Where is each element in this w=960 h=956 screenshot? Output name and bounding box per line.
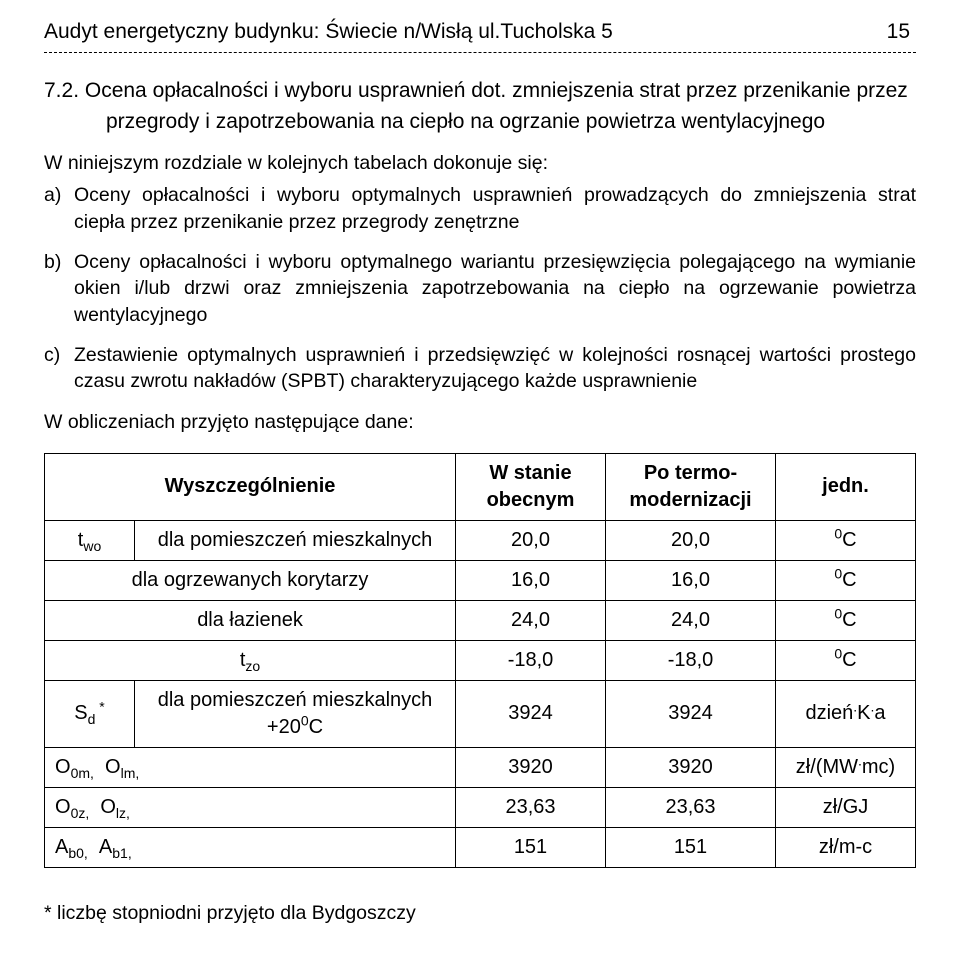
cell-unit: zł/(MW.mc) xyxy=(776,747,916,787)
page-number: 15 xyxy=(887,18,916,46)
cell-symbol: two xyxy=(45,520,135,560)
section-heading: 7.2. Ocena opłacalności i wyboru usprawn… xyxy=(44,77,916,105)
cell-unit: 0C xyxy=(776,640,916,680)
cell-value-after: 20,0 xyxy=(606,520,776,560)
cell-value-current: 24,0 xyxy=(456,600,606,640)
list-marker: c) xyxy=(44,342,74,395)
table-row: dla łazienek24,024,00C xyxy=(45,600,916,640)
th-jedn: jedn. xyxy=(776,453,916,520)
cell-symbol: O0m, Olm, xyxy=(45,747,456,787)
header-rule xyxy=(44,52,916,53)
cell-value-current: 3924 xyxy=(456,680,606,747)
list-marker: a) xyxy=(44,182,74,235)
cell-value-after: 16,0 xyxy=(606,560,776,600)
cell-desc: tzo xyxy=(45,640,456,680)
cell-symbol: Ab0, Ab1, xyxy=(45,827,456,867)
cell-value-current: 23,63 xyxy=(456,787,606,827)
cell-unit: 0C xyxy=(776,600,916,640)
table-row: O0z, Olz,23,6323,63zł/GJ xyxy=(45,787,916,827)
list-text: Oceny opłacalności i wyboru optymalnych … xyxy=(74,182,916,235)
list-item: a) Oceny opłacalności i wyboru optymalny… xyxy=(44,182,916,235)
list-item: c) Zestawienie optymalnych usprawnień i … xyxy=(44,342,916,395)
data-table: Wyszczególnienie W stanie obecnym Po ter… xyxy=(44,453,916,868)
cell-unit: zł/GJ xyxy=(776,787,916,827)
cell-value-current: 20,0 xyxy=(456,520,606,560)
cell-desc: dla ogrzewanych korytarzy xyxy=(45,560,456,600)
table-row: dla ogrzewanych korytarzy16,016,00C xyxy=(45,560,916,600)
table-row: twodla pomieszczeń mieszkalnych20,020,00… xyxy=(45,520,916,560)
table-header-row: Wyszczególnienie W stanie obecnym Po ter… xyxy=(45,453,916,520)
table-body: twodla pomieszczeń mieszkalnych20,020,00… xyxy=(45,520,916,867)
section-intro: W niniejszym rozdziale w kolejnych tabel… xyxy=(44,150,916,176)
cell-value-after: -18,0 xyxy=(606,640,776,680)
cell-value-after: 23,63 xyxy=(606,787,776,827)
cell-value-current: 16,0 xyxy=(456,560,606,600)
th-po-termo: Po termo- modernizacji xyxy=(606,453,776,520)
cell-value-current: 151 xyxy=(456,827,606,867)
list-text: Zestawienie optymalnych usprawnień i prz… xyxy=(74,342,916,395)
list-item: b) Oceny opłacalności i wyboru optymalne… xyxy=(44,249,916,328)
table-row: Sd *dla pomieszczeń mieszkalnych +200C39… xyxy=(45,680,916,747)
table-row: Ab0, Ab1,151151zł/m-c xyxy=(45,827,916,867)
cell-value-current: -18,0 xyxy=(456,640,606,680)
cell-unit: 0C xyxy=(776,520,916,560)
list-text: Oceny opłacalności i wyboru optymalnego … xyxy=(74,249,916,328)
list-marker: b) xyxy=(44,249,74,328)
cell-unit: 0C xyxy=(776,560,916,600)
cell-value-after: 24,0 xyxy=(606,600,776,640)
th-wyszczegolnienie: Wyszczególnienie xyxy=(45,453,456,520)
cell-desc: dla pomieszczeń mieszkalnych +200C xyxy=(135,680,456,747)
section-heading-cont: przegrody i zapotrzebowania na ciepło na… xyxy=(106,108,916,136)
footnote: * liczbę stopniodni przyjęto dla Bydgosz… xyxy=(44,900,916,926)
table-row: tzo-18,0-18,00C xyxy=(45,640,916,680)
cell-symbol: O0z, Olz, xyxy=(45,787,456,827)
cell-desc: dla pomieszczeń mieszkalnych xyxy=(135,520,456,560)
cell-unit: dzień.K.a xyxy=(776,680,916,747)
cell-unit: zł/m-c xyxy=(776,827,916,867)
cell-value-after: 151 xyxy=(606,827,776,867)
cell-value-after: 3920 xyxy=(606,747,776,787)
th-stan-obecny: W stanie obecnym xyxy=(456,453,606,520)
calc-note: W obliczeniach przyjęto następujące dane… xyxy=(44,409,916,435)
cell-symbol: Sd * xyxy=(45,680,135,747)
page-header: Audyt energetyczny budynku: Świecie n/Wi… xyxy=(44,18,916,46)
table-row: O0m, Olm,39203920zł/(MW.mc) xyxy=(45,747,916,787)
cell-value-current: 3920 xyxy=(456,747,606,787)
header-title: Audyt energetyczny budynku: Świecie n/Wi… xyxy=(44,18,613,46)
cell-value-after: 3924 xyxy=(606,680,776,747)
cell-desc: dla łazienek xyxy=(45,600,456,640)
